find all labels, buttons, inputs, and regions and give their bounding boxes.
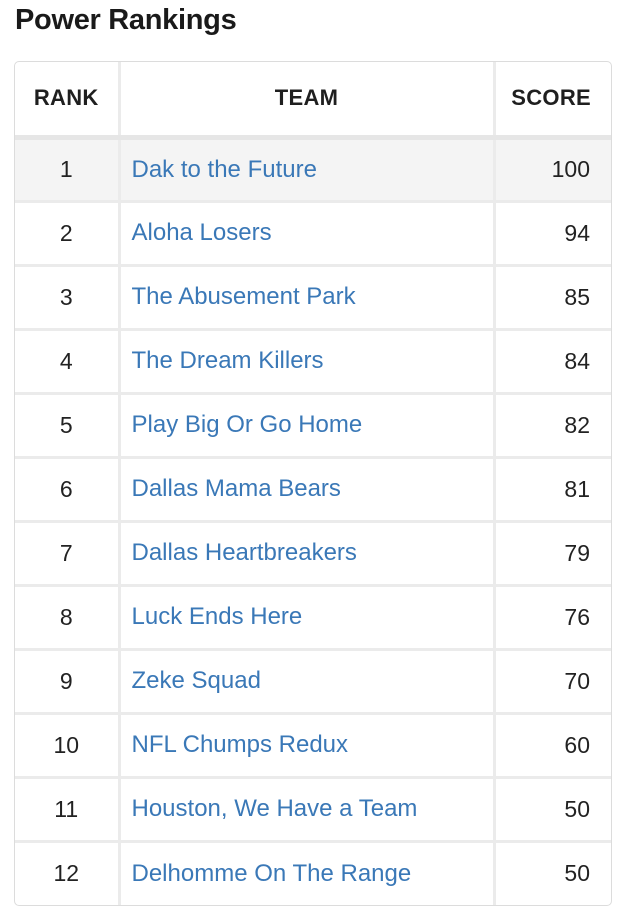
team-cell: Houston, We Have a Team bbox=[117, 775, 496, 843]
score-cell: 70 bbox=[492, 647, 611, 715]
team-link[interactable]: Aloha Losers bbox=[131, 219, 272, 246]
rank-cell: 4 bbox=[15, 327, 121, 395]
table-row: 4 The Dream Killers 84 bbox=[15, 327, 611, 395]
team-link[interactable]: The Abusement Park bbox=[131, 283, 356, 310]
team-link[interactable]: Dak to the Future bbox=[131, 155, 317, 183]
score-column-header: SCORE bbox=[492, 62, 611, 140]
table-row: 9 Zeke Squad 70 bbox=[15, 647, 611, 715]
team-link[interactable]: The Dream Killers bbox=[131, 347, 324, 374]
rank-cell: 7 bbox=[15, 519, 121, 587]
rank-cell: 11 bbox=[15, 775, 121, 843]
team-cell: Aloha Losers bbox=[117, 199, 496, 267]
team-cell: The Dream Killers bbox=[117, 327, 496, 395]
rank-cell: 10 bbox=[15, 711, 121, 779]
team-cell: Zeke Squad bbox=[117, 647, 496, 715]
team-link[interactable]: Dallas Mama Bears bbox=[131, 475, 341, 502]
score-cell: 94 bbox=[492, 199, 611, 267]
rank-cell: 8 bbox=[15, 583, 121, 651]
team-link[interactable]: Delhomme On The Range bbox=[131, 859, 412, 887]
team-cell: NFL Chumps Redux bbox=[117, 711, 496, 779]
table-row: 11 Houston, We Have a Team 50 bbox=[15, 775, 611, 843]
table-row: 3 The Abusement Park 85 bbox=[15, 263, 611, 331]
team-cell: Dallas Mama Bears bbox=[117, 455, 496, 523]
table-row: 12 Delhomme On The Range 50 bbox=[15, 839, 611, 905]
table-row: 1 Dak to the Future 100 bbox=[15, 135, 611, 203]
score-cell: 100 bbox=[492, 135, 611, 203]
rankings-grid: RANK TEAM SCORE 1 Dak to the Future 100 2 Al… bbox=[15, 62, 611, 905]
rank-cell: 3 bbox=[15, 263, 121, 331]
team-link[interactable]: Zeke Squad bbox=[131, 667, 261, 694]
rank-cell: 5 bbox=[15, 391, 121, 459]
team-link[interactable]: Houston, We Have a Team bbox=[131, 795, 418, 822]
table-row: 8 Luck Ends Here 76 bbox=[15, 583, 611, 651]
team-cell: Dak to the Future bbox=[117, 135, 496, 203]
table-row: 5 Play Big Or Go Home 82 bbox=[15, 391, 611, 459]
table-row: 7 Dallas Heartbreakers 79 bbox=[15, 519, 611, 587]
rank-cell: 12 bbox=[15, 839, 121, 905]
rank-column-header: RANK bbox=[15, 62, 121, 140]
team-cell: The Abusement Park bbox=[117, 263, 496, 331]
table-header: RANK TEAM SCORE bbox=[15, 62, 611, 140]
table-row: 6 Dallas Mama Bears 81 bbox=[15, 455, 611, 523]
team-link[interactable]: Play Big Or Go Home bbox=[131, 411, 363, 438]
score-cell: 81 bbox=[492, 455, 611, 523]
rank-cell: 1 bbox=[15, 135, 121, 203]
team-link[interactable]: Luck Ends Here bbox=[131, 603, 303, 630]
score-cell: 50 bbox=[492, 775, 611, 843]
score-cell: 84 bbox=[492, 327, 611, 395]
header-row: RANK TEAM SCORE bbox=[15, 62, 611, 140]
team-cell: Dallas Heartbreakers bbox=[117, 519, 496, 587]
score-cell: 50 bbox=[492, 839, 611, 905]
team-link[interactable]: Dallas Heartbreakers bbox=[131, 539, 357, 566]
score-cell: 60 bbox=[492, 711, 611, 779]
team-cell: Delhomme On The Range bbox=[117, 839, 496, 905]
power-rankings-table: RANK TEAM SCORE 1 Dak to the Future 100 2 Al… bbox=[14, 61, 612, 906]
rank-cell: 2 bbox=[15, 199, 121, 267]
page-title: Power Rankings bbox=[15, 4, 237, 36]
table-row: 2 Aloha Losers 94 bbox=[15, 199, 611, 267]
table-row: 10 NFL Chumps Redux 60 bbox=[15, 711, 611, 779]
team-cell: Play Big Or Go Home bbox=[117, 391, 496, 459]
team-link[interactable]: NFL Chumps Redux bbox=[131, 731, 349, 758]
score-cell: 76 bbox=[492, 583, 611, 651]
score-cell: 79 bbox=[492, 519, 611, 587]
table-body: 1 Dak to the Future 100 2 Aloha Losers 94 3 The… bbox=[15, 135, 611, 905]
rank-cell: 6 bbox=[15, 455, 121, 523]
rank-cell: 9 bbox=[15, 647, 121, 715]
score-cell: 82 bbox=[492, 391, 611, 459]
team-cell: Luck Ends Here bbox=[117, 583, 496, 651]
score-cell: 85 bbox=[492, 263, 611, 331]
team-column-header: TEAM bbox=[117, 62, 496, 140]
